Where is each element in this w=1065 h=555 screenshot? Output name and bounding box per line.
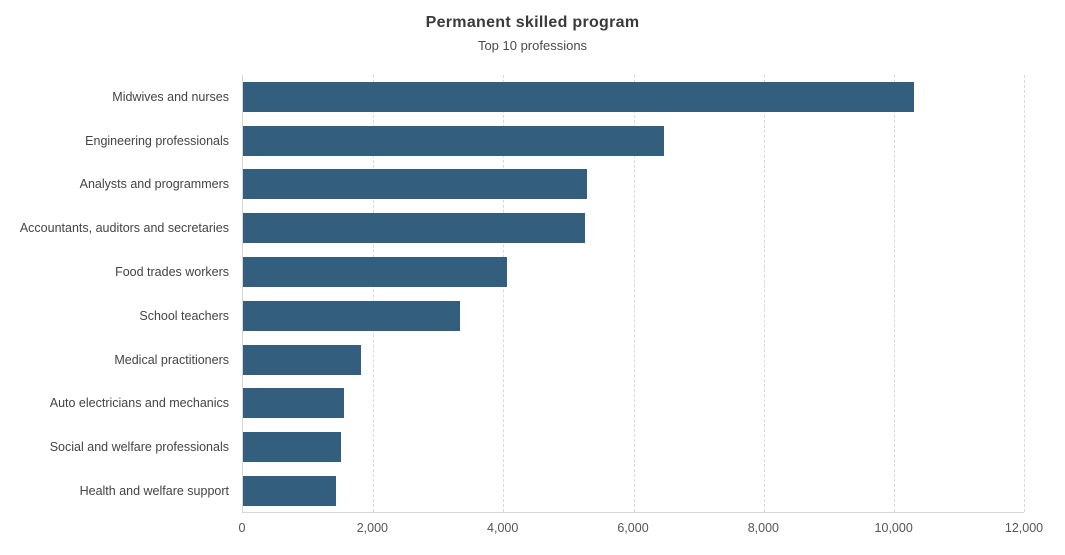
category-label: Health and welfare support bbox=[79, 484, 229, 499]
x-tick-label: 2,000 bbox=[356, 521, 388, 535]
gridline bbox=[1024, 75, 1025, 512]
chart-title: Permanent skilled program bbox=[425, 14, 640, 31]
bar-row bbox=[243, 163, 1024, 207]
category-label: School teachers bbox=[139, 308, 229, 323]
plot-area: Midwives and nurses Engineering professio… bbox=[0, 75, 1025, 513]
x-tick-label: 10,000 bbox=[874, 521, 913, 535]
category-label: Midwives and nurses bbox=[112, 89, 229, 104]
gridline bbox=[503, 75, 505, 512]
bar-row bbox=[243, 75, 1024, 119]
bar bbox=[243, 213, 586, 244]
category-label: Analysts and programmers bbox=[79, 177, 229, 192]
gridline bbox=[373, 75, 375, 512]
category-label: Medical practitioners bbox=[114, 352, 229, 367]
category-label: Accountants, auditors and secretaries bbox=[19, 221, 229, 236]
bar bbox=[243, 432, 341, 463]
bar bbox=[243, 476, 337, 507]
plot-region bbox=[242, 75, 1025, 513]
bar-row bbox=[243, 294, 1024, 338]
category-label: Auto electricians and mechanics bbox=[49, 396, 229, 411]
bar-row bbox=[243, 382, 1024, 426]
gridline bbox=[893, 75, 895, 512]
x-tick-label: 12,000 bbox=[1004, 521, 1044, 535]
bar bbox=[243, 300, 460, 331]
bar-row bbox=[243, 119, 1024, 163]
category-labels: Midwives and nurses Engineering professio… bbox=[0, 75, 242, 513]
x-tick-label: 0 bbox=[238, 521, 246, 535]
chart-subtitle: Top 10 professions bbox=[477, 38, 588, 53]
gridline bbox=[763, 75, 765, 512]
category-label: Engineering professionals bbox=[85, 133, 229, 148]
bar bbox=[243, 257, 507, 288]
category-label: Food trades workers bbox=[115, 265, 229, 280]
bar-row bbox=[243, 206, 1024, 250]
bar-rows bbox=[243, 75, 1024, 512]
bar-row bbox=[243, 469, 1024, 513]
bar bbox=[243, 344, 361, 375]
grid-layer bbox=[243, 75, 1025, 512]
bar bbox=[243, 81, 914, 112]
gridline bbox=[633, 75, 635, 512]
bar-row bbox=[243, 250, 1024, 294]
x-tick-label: 4,000 bbox=[487, 521, 519, 535]
x-axis: 0 2,000 4,000 6,000 8,000 10,000 12,000 bbox=[238, 521, 1044, 543]
bar-row bbox=[243, 425, 1024, 469]
x-tick-label: 6,000 bbox=[617, 521, 649, 535]
category-label: Social and welfare professionals bbox=[49, 440, 229, 455]
x-tick-label: 8,000 bbox=[747, 521, 779, 535]
bar-row bbox=[243, 338, 1024, 382]
bar bbox=[243, 169, 588, 200]
bar bbox=[243, 388, 344, 419]
bar bbox=[243, 125, 665, 156]
